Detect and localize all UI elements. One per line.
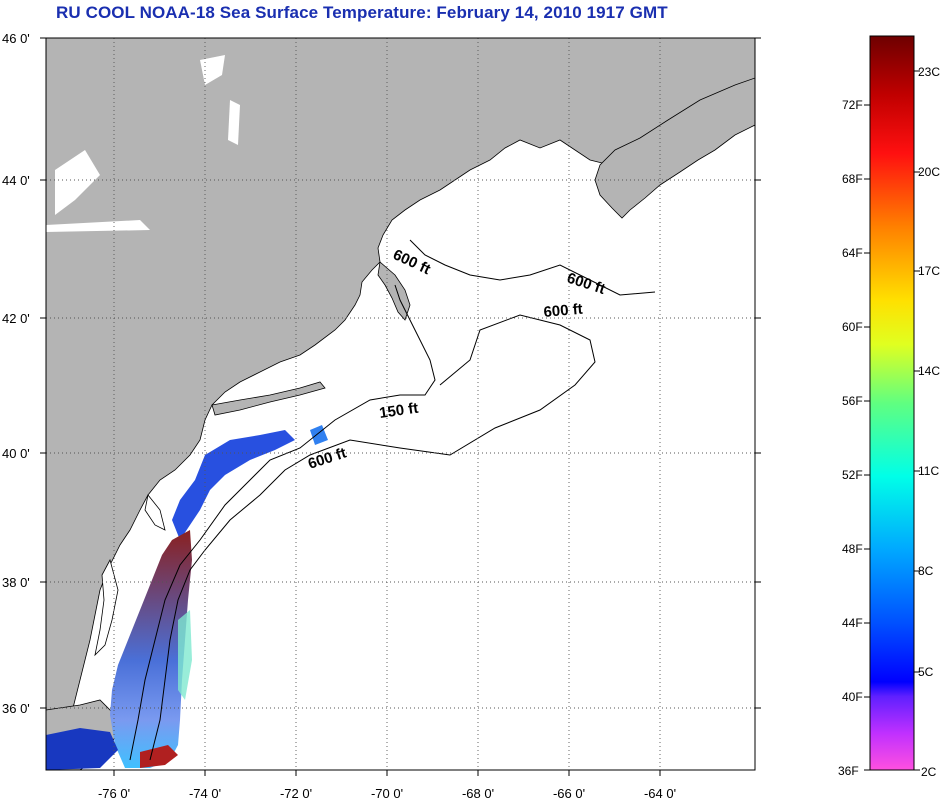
colorbar-label-68f: 68F bbox=[842, 172, 863, 186]
land-long-island bbox=[211, 381, 326, 416]
delaware-bay bbox=[144, 494, 166, 531]
colorbar-ticks bbox=[864, 70, 920, 771]
contour-600ft-gulf bbox=[409, 239, 656, 296]
colorbar-label-64f: 64F bbox=[842, 246, 863, 260]
colorbar-label-48f: 48F bbox=[842, 542, 863, 556]
map-title: RU COOL NOAA-18 Sea Surface Temperature:… bbox=[56, 3, 668, 22]
sst-patch-small bbox=[310, 425, 328, 445]
colorbar-label-14c: 14C bbox=[918, 364, 940, 378]
contour-150ft bbox=[129, 284, 436, 761]
lon-label-64: -64 0' bbox=[644, 786, 676, 801]
contour-600ft-shelf bbox=[149, 314, 596, 761]
colorbar-label-40f: 40F bbox=[842, 690, 863, 704]
lat-label-38: 38 0' bbox=[2, 575, 30, 590]
colorbar-label-36f: 36F bbox=[838, 764, 859, 778]
land-cape-cod bbox=[377, 261, 411, 321]
lon-label-70: -70 0' bbox=[371, 786, 403, 801]
contour-label-georges: 600 ft bbox=[543, 301, 584, 321]
lat-label-42: 42 0' bbox=[2, 311, 30, 326]
chesapeake-bay bbox=[94, 558, 119, 657]
colorbar-label-52f: 52F bbox=[842, 468, 863, 482]
colorbar-gradient bbox=[869, 35, 915, 771]
land-mainland bbox=[46, 38, 755, 770]
colorbar-label-56f: 56F bbox=[842, 394, 863, 408]
lon-ticks bbox=[113, 770, 661, 776]
colorbar-label-17c: 17C bbox=[918, 264, 940, 278]
lake-3 bbox=[55, 150, 100, 215]
colorbar-label-60f: 60F bbox=[842, 320, 863, 334]
lake-1 bbox=[200, 55, 225, 85]
colorbar: 72F 68F 64F 60F 56F 52F 48F 44F 40F 36F … bbox=[838, 35, 940, 779]
lake-2 bbox=[228, 100, 240, 145]
sst-patch-cyan bbox=[178, 610, 192, 700]
lon-label-76: -76 0' bbox=[98, 786, 130, 801]
lake-4 bbox=[46, 220, 150, 232]
lon-label-74: -74 0' bbox=[189, 786, 221, 801]
contour-label-150ft: 150 ft bbox=[378, 400, 419, 422]
lon-label-72: -72 0' bbox=[280, 786, 312, 801]
lon-label-68: -68 0' bbox=[462, 786, 494, 801]
colorbar-label-5c: 5C bbox=[918, 665, 934, 679]
lat-ticks bbox=[40, 37, 761, 709]
colorbar-label-23c: 23C bbox=[918, 65, 940, 79]
colorbar-label-44f: 44F bbox=[842, 616, 863, 630]
lat-label-40: 40 0' bbox=[2, 446, 30, 461]
lon-label-66: -66 0' bbox=[553, 786, 585, 801]
map-border bbox=[45, 37, 756, 771]
colorbar-label-8c: 8C bbox=[918, 564, 934, 578]
land-nova-scotia bbox=[594, 77, 755, 219]
sst-patch-nj bbox=[172, 430, 295, 540]
lat-label-36: 36 0' bbox=[2, 701, 30, 716]
sst-patch-south bbox=[110, 530, 192, 768]
sst-patch-cold bbox=[46, 728, 118, 770]
lat-label-44: 44 0' bbox=[2, 173, 30, 188]
lat-label-46: 46 0' bbox=[2, 31, 30, 46]
colorbar-label-72f: 72F bbox=[842, 98, 863, 112]
colorbar-label-11c: 11C bbox=[918, 464, 939, 478]
colorbar-label-20c: 20C bbox=[918, 165, 940, 179]
colorbar-label-2c: 2C bbox=[921, 765, 937, 779]
sst-patch-warm bbox=[140, 745, 178, 768]
